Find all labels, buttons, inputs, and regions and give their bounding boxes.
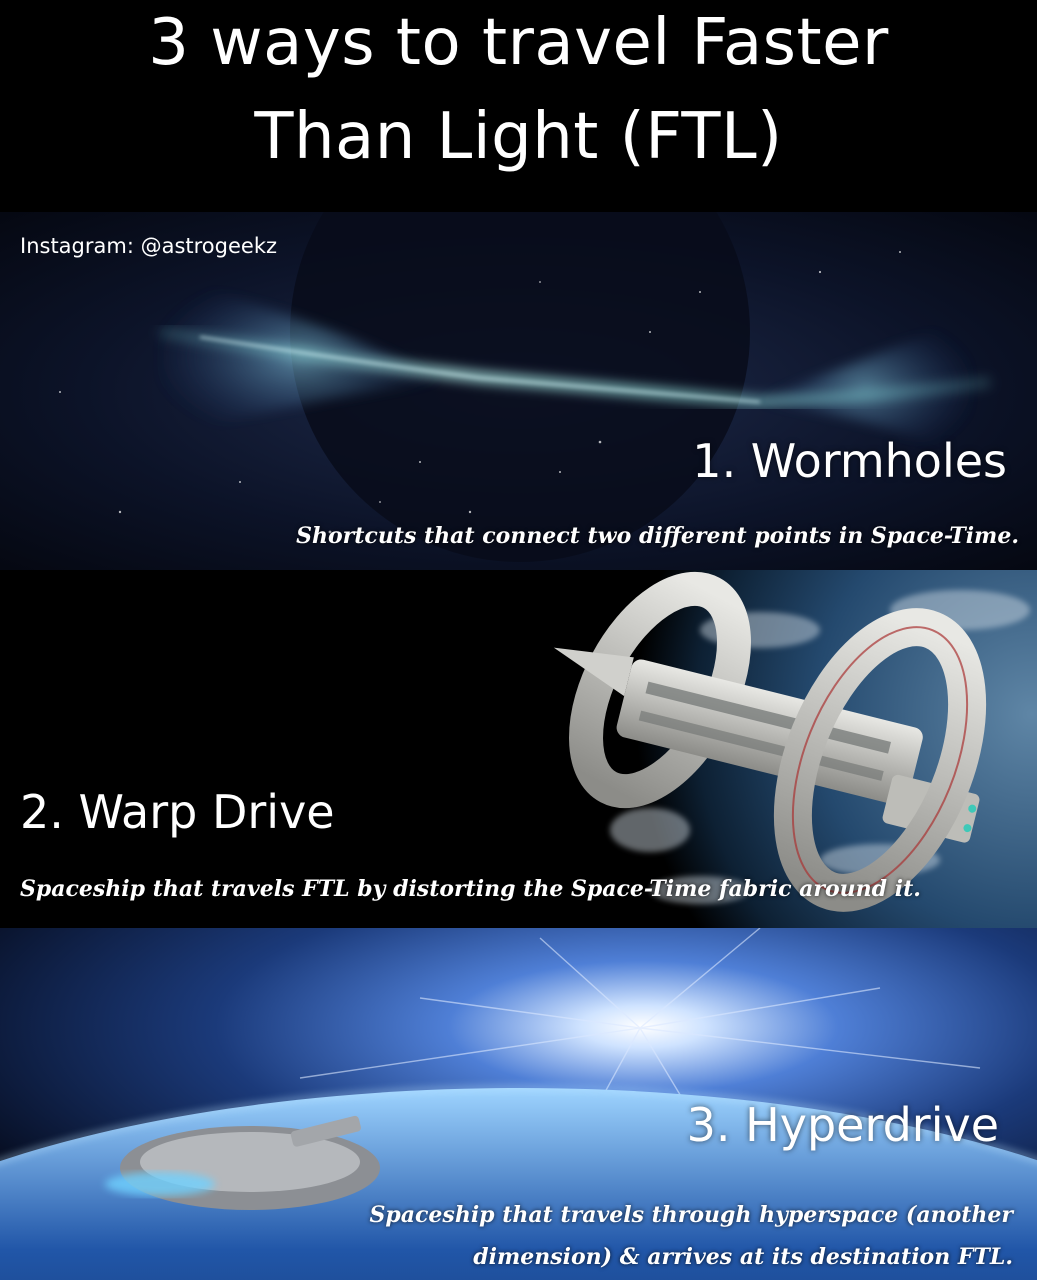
- hyperdrive-heading: 3. Hyperdrive: [686, 1098, 999, 1152]
- title-line-2: Than Light (FTL): [254, 100, 783, 174]
- hyperdrive-panel: 3. Hyperdrive Spaceship that travels thr…: [0, 928, 1037, 1280]
- warp-ship-illustration: [0, 570, 1037, 928]
- warp-drive-heading: 2. Warp Drive: [20, 785, 335, 839]
- instagram-credit: Instagram: @astrogeekz: [20, 234, 278, 258]
- wormholes-panel: Instagram: @astrogeekz 1. Wormholes Shor…: [0, 212, 1037, 570]
- hyperspace-illustration: [0, 928, 1037, 1280]
- warp-drive-description: Spaceship that travels FTL by distorting…: [20, 876, 921, 902]
- title-line-1: 3 ways to travel Faster: [148, 6, 889, 80]
- title-band: 3 ways to travel Faster Than Light (FTL): [0, 0, 1037, 212]
- wormholes-heading: 1. Wormholes: [692, 434, 1007, 488]
- warp-drive-panel: 2. Warp Drive Spaceship that travels FTL…: [0, 570, 1037, 928]
- hyperdrive-description: Spaceship that travels through hyperspac…: [369, 1202, 1013, 1270]
- wormhole-illustration: [0, 212, 1037, 570]
- wormholes-description: Shortcuts that connect two different poi…: [296, 523, 1019, 549]
